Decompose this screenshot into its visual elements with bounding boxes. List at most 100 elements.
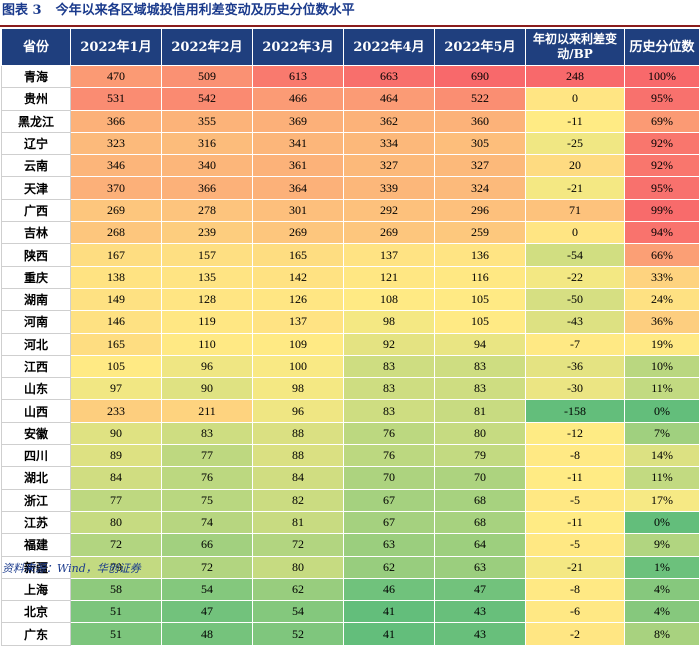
cell-change: -21 [525, 176, 625, 200]
cell-may: 43 [434, 600, 526, 624]
cell-mar: 369 [252, 109, 344, 133]
cell-percentile: 17% [624, 488, 700, 512]
cell-mar: 100 [252, 354, 344, 379]
cell-province: 贵州 [1, 87, 71, 111]
cell-apr: 70 [343, 466, 435, 490]
cell-feb: 47 [161, 600, 253, 624]
cell-feb: 72 [161, 555, 253, 579]
table-row: 浙江 77 75 82 67 68 -5 17% [1, 488, 700, 512]
cell-province: 山西 [1, 399, 71, 423]
cell-percentile: 94% [624, 221, 700, 245]
header-percentile: 历史分位数 [624, 28, 700, 66]
cell-jan: 138 [70, 265, 162, 289]
cell-may: 70 [434, 466, 526, 490]
cell-percentile: 7% [624, 421, 700, 446]
cell-feb: 110 [161, 332, 253, 356]
cell-feb: 542 [161, 87, 253, 111]
table-row: 江苏 80 74 81 67 68 -11 0% [1, 510, 700, 535]
spread-table: 省份 2022年1月 2022年2月 2022年3月 2022年4月 2022年… [1, 28, 700, 646]
table-row: 辽宁 323 316 341 334 305 -25 92% [1, 131, 700, 156]
cell-apr: 62 [343, 555, 435, 579]
cell-mar: 301 [252, 198, 344, 223]
cell-percentile: 36% [624, 310, 700, 334]
table-row: 山东 97 90 98 83 83 -30 11% [1, 377, 700, 401]
cell-province: 江西 [1, 354, 71, 379]
cell-apr: 137 [343, 243, 435, 267]
cell-province: 天津 [1, 176, 71, 200]
cell-mar: 137 [252, 310, 344, 334]
cell-province: 福建 [1, 533, 71, 557]
cell-feb: 66 [161, 533, 253, 557]
cell-mar: 269 [252, 221, 344, 245]
cell-province: 河北 [1, 332, 71, 356]
cell-province: 北京 [1, 600, 71, 624]
cell-change: 0 [525, 221, 625, 245]
table-row: 湖北 84 76 84 70 70 -11 11% [1, 466, 700, 490]
cell-mar: 52 [252, 622, 344, 646]
table-row: 江西 105 96 100 83 83 -36 10% [1, 354, 700, 379]
header-jan: 2022年1月 [70, 28, 162, 66]
title-divider [0, 25, 700, 27]
cell-mar: 98 [252, 377, 344, 401]
cell-feb: 48 [161, 622, 253, 646]
cell-mar: 96 [252, 399, 344, 423]
cell-jan: 531 [70, 87, 162, 111]
header-may: 2022年5月 [434, 28, 526, 66]
cell-apr: 41 [343, 622, 435, 646]
cell-feb: 340 [161, 154, 253, 178]
cell-may: 327 [434, 154, 526, 178]
header-row: 省份 2022年1月 2022年2月 2022年3月 2022年4月 2022年… [1, 28, 700, 66]
cell-apr: 98 [343, 310, 435, 334]
cell-province: 广东 [1, 622, 71, 646]
cell-feb: 77 [161, 444, 253, 468]
cell-percentile: 95% [624, 176, 700, 200]
cell-province: 青海 [1, 64, 71, 89]
cell-may: 43 [434, 622, 526, 646]
cell-percentile: 9% [624, 533, 700, 557]
figure-title-text: 今年以来各区域城投信用利差变动及历史分位数水平 [55, 3, 355, 18]
cell-may: 105 [434, 310, 526, 334]
cell-percentile: 69% [624, 109, 700, 133]
cell-change: -36 [525, 354, 625, 379]
cell-jan: 105 [70, 354, 162, 379]
cell-change: 71 [525, 198, 625, 223]
cell-change: -5 [525, 488, 625, 512]
cell-may: 324 [434, 176, 526, 200]
cell-mar: 466 [252, 87, 344, 111]
cell-province: 河南 [1, 310, 71, 334]
cell-may: 63 [434, 555, 526, 579]
figure-label: 图表 3 [2, 3, 42, 18]
cell-apr: 92 [343, 332, 435, 356]
cell-change: -54 [525, 243, 625, 267]
cell-mar: 126 [252, 287, 344, 312]
header-apr: 2022年4月 [343, 28, 435, 66]
cell-change: -11 [525, 466, 625, 490]
table-row: 安徽 90 83 88 76 80 -12 7% [1, 421, 700, 446]
cell-mar: 109 [252, 332, 344, 356]
cell-jan: 366 [70, 109, 162, 133]
cell-percentile: 24% [624, 287, 700, 312]
cell-feb: 509 [161, 64, 253, 89]
cell-change: -21 [525, 555, 625, 579]
cell-apr: 464 [343, 87, 435, 111]
cell-apr: 76 [343, 421, 435, 446]
cell-may: 136 [434, 243, 526, 267]
cell-jan: 370 [70, 176, 162, 200]
cell-jan: 97 [70, 377, 162, 401]
cell-province: 云南 [1, 154, 71, 178]
cell-jan: 72 [70, 533, 162, 557]
cell-percentile: 0% [624, 399, 700, 423]
cell-apr: 292 [343, 198, 435, 223]
cell-province: 上海 [1, 577, 71, 602]
cell-change: -158 [525, 399, 625, 423]
cell-province: 山东 [1, 377, 71, 401]
cell-feb: 135 [161, 265, 253, 289]
table-row: 新疆 79 72 80 62 63 -21 1% [1, 555, 700, 579]
cell-jan: 79 [70, 555, 162, 579]
cell-apr: 108 [343, 287, 435, 312]
table-row: 湖南 149 128 126 108 105 -50 24% [1, 287, 700, 312]
cell-jan: 165 [70, 332, 162, 356]
table-row: 贵州 531 542 466 464 522 0 95% [1, 87, 700, 111]
cell-change: 20 [525, 154, 625, 178]
cell-feb: 54 [161, 577, 253, 602]
